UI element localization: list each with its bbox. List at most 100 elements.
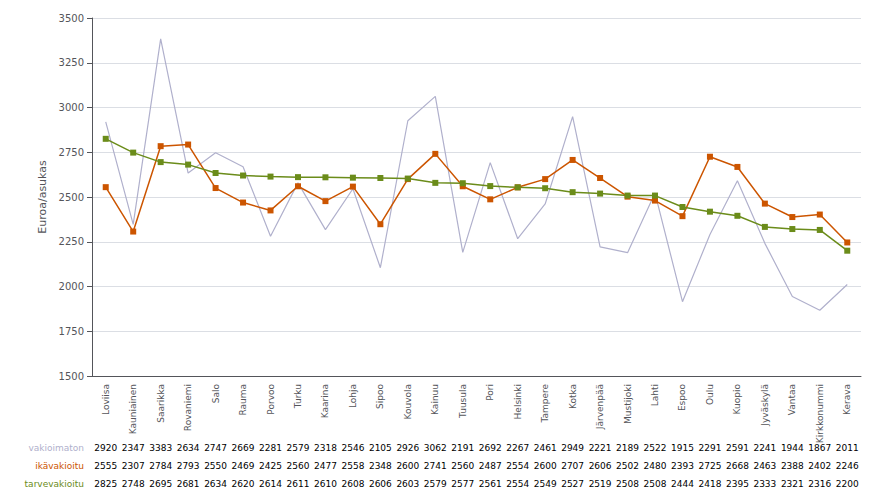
svg-text:2550: 2550: [204, 461, 227, 471]
svg-text:2388: 2388: [781, 461, 804, 471]
svg-text:2692: 2692: [479, 443, 502, 453]
svg-text:2189: 2189: [616, 443, 639, 453]
svg-text:Oulu: Oulu: [705, 384, 715, 405]
svg-text:3062: 3062: [424, 443, 447, 453]
svg-text:3000: 3000: [59, 102, 84, 113]
svg-text:2502: 2502: [616, 461, 639, 471]
svg-text:2402: 2402: [808, 461, 831, 471]
svg-text:2500: 2500: [59, 192, 84, 203]
svg-text:2591: 2591: [726, 443, 749, 453]
svg-text:2191: 2191: [451, 443, 474, 453]
svg-text:2707: 2707: [561, 461, 584, 471]
svg-text:Mustijoki: Mustijoki: [623, 384, 633, 424]
svg-text:Kauniainen: Kauniainen: [128, 384, 138, 434]
svg-text:tarvevakioitu: tarvevakioitu: [25, 479, 84, 489]
svg-text:1867: 1867: [808, 443, 831, 453]
svg-text:2558: 2558: [341, 461, 364, 471]
svg-text:vakioimaton: vakioimaton: [28, 443, 84, 453]
svg-text:2321: 2321: [781, 479, 804, 489]
svg-text:Euroa/asukas: Euroa/asukas: [36, 160, 49, 234]
svg-text:Sipoo: Sipoo: [375, 384, 385, 409]
svg-text:2606: 2606: [369, 479, 392, 489]
svg-text:2477: 2477: [314, 461, 337, 471]
svg-text:2634: 2634: [177, 443, 200, 453]
svg-text:2241: 2241: [753, 443, 776, 453]
svg-text:1500: 1500: [59, 371, 84, 382]
svg-text:2250: 2250: [59, 236, 84, 247]
svg-text:2926: 2926: [396, 443, 419, 453]
svg-text:2011: 2011: [836, 443, 859, 453]
svg-text:3250: 3250: [59, 57, 84, 68]
svg-text:2508: 2508: [616, 479, 639, 489]
svg-text:2610: 2610: [314, 479, 337, 489]
svg-text:2949: 2949: [561, 443, 584, 453]
svg-text:2784: 2784: [149, 461, 172, 471]
svg-text:2606: 2606: [589, 461, 612, 471]
svg-text:2463: 2463: [753, 461, 776, 471]
svg-text:2347: 2347: [122, 443, 145, 453]
svg-text:2825: 2825: [94, 479, 117, 489]
svg-text:2750: 2750: [59, 147, 84, 158]
svg-text:2348: 2348: [369, 461, 392, 471]
svg-text:2522: 2522: [644, 443, 667, 453]
svg-text:2560: 2560: [451, 461, 474, 471]
svg-text:Vantaa: Vantaa: [787, 384, 797, 415]
svg-text:2560: 2560: [287, 461, 310, 471]
svg-text:2307: 2307: [122, 461, 145, 471]
svg-text:Pori: Pori: [485, 384, 495, 401]
svg-text:2461: 2461: [534, 443, 557, 453]
svg-text:Kouvola: Kouvola: [403, 384, 413, 420]
svg-text:1944: 1944: [781, 443, 804, 453]
svg-text:2246: 2246: [836, 461, 859, 471]
svg-text:2554: 2554: [506, 461, 529, 471]
svg-text:2549: 2549: [534, 479, 557, 489]
svg-text:2695: 2695: [149, 479, 172, 489]
svg-text:2425: 2425: [259, 461, 282, 471]
svg-text:1750: 1750: [59, 326, 84, 337]
svg-text:Kotka: Kotka: [568, 384, 578, 409]
svg-text:2725: 2725: [698, 461, 721, 471]
svg-text:Turku: Turku: [293, 384, 303, 409]
svg-text:2554: 2554: [506, 479, 529, 489]
svg-text:ikävakioitu: ikävakioitu: [35, 461, 84, 471]
svg-text:2561: 2561: [479, 479, 502, 489]
svg-text:2487: 2487: [479, 461, 502, 471]
svg-text:Espoo: Espoo: [677, 384, 687, 412]
svg-text:2519: 2519: [589, 479, 612, 489]
svg-text:2291: 2291: [698, 443, 721, 453]
svg-text:2281: 2281: [259, 443, 282, 453]
svg-text:2579: 2579: [287, 443, 310, 453]
svg-text:Kuopio: Kuopio: [732, 384, 742, 415]
svg-text:2105: 2105: [369, 443, 392, 453]
svg-text:Kaarina: Kaarina: [320, 384, 330, 418]
svg-text:2333: 2333: [753, 479, 776, 489]
svg-text:2418: 2418: [698, 479, 721, 489]
svg-text:Järvenpää: Järvenpää: [595, 384, 605, 430]
svg-text:Rauma: Rauma: [238, 384, 248, 416]
svg-text:2395: 2395: [726, 479, 749, 489]
svg-text:2469: 2469: [232, 461, 255, 471]
svg-text:2577: 2577: [451, 479, 474, 489]
svg-text:2747: 2747: [204, 443, 227, 453]
svg-text:Tampere: Tampere: [540, 384, 550, 424]
svg-text:2508: 2508: [644, 479, 667, 489]
svg-text:2669: 2669: [232, 443, 255, 453]
svg-text:2555: 2555: [94, 461, 117, 471]
svg-text:2611: 2611: [287, 479, 310, 489]
svg-text:Salo: Salo: [211, 384, 221, 404]
svg-text:2267: 2267: [506, 443, 529, 453]
svg-text:2000: 2000: [59, 281, 84, 292]
svg-text:2634: 2634: [204, 479, 227, 489]
svg-text:2221: 2221: [589, 443, 612, 453]
svg-text:2318: 2318: [314, 443, 337, 453]
svg-text:Kainuu: Kainuu: [430, 384, 440, 415]
svg-text:Loviisa: Loviisa: [101, 384, 111, 415]
svg-text:2600: 2600: [396, 461, 419, 471]
svg-text:2480: 2480: [644, 461, 667, 471]
svg-text:Saarikka: Saarikka: [156, 384, 166, 423]
svg-text:2614: 2614: [259, 479, 282, 489]
svg-text:2920: 2920: [94, 443, 117, 453]
svg-text:2681: 2681: [177, 479, 200, 489]
svg-text:2579: 2579: [424, 479, 447, 489]
svg-text:1915: 1915: [671, 443, 694, 453]
